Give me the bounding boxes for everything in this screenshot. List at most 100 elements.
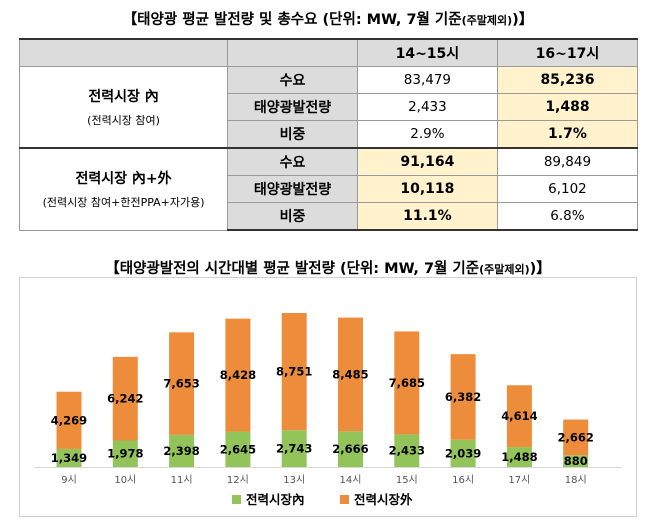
header-empty-cell	[227, 38, 358, 67]
row-label: 수요	[227, 66, 358, 94]
table-row: 태양광발전량 2,433 1,488	[20, 93, 639, 121]
table-row: 비중 2.9% 1.7%	[20, 120, 639, 149]
legend-swatch	[340, 495, 349, 504]
data-label: 8,485	[332, 367, 368, 381]
data-label: 7,685	[389, 376, 425, 390]
row-label: 비중	[227, 202, 358, 231]
group-label-market-in: 전력시장 內 (전력시장 참여)	[18, 66, 229, 149]
x-tick-label: 18시	[565, 474, 587, 486]
data-label: 1,488	[501, 450, 537, 464]
data-label: 8,428	[220, 368, 256, 382]
data-label: 2,666	[332, 442, 368, 456]
legend-swatch	[232, 495, 241, 504]
x-tick-label: 12시	[227, 474, 249, 486]
data-label: 2,433	[389, 444, 425, 458]
bar-segment-market-in	[338, 431, 363, 467]
data-label: 1,978	[107, 447, 143, 461]
data-label: 2,039	[445, 446, 481, 460]
x-tick-label: 9시	[61, 474, 77, 486]
chart-title-note: (주말제외)	[479, 263, 530, 276]
data-label: 6,242	[107, 392, 143, 406]
table-cell: 83,479	[356, 66, 498, 94]
bar-segment-market-in	[169, 434, 195, 467]
table-title-close: )】	[512, 12, 534, 28]
bar-segment-market-out	[169, 332, 195, 435]
bar-segment-market-in	[225, 431, 251, 467]
data-label: 8,751	[276, 365, 312, 379]
header-empty-cell	[18, 38, 229, 67]
chart-title: 【태양광발전의 시간대별 평균 발전량 (단위: MW, 7월 기준(주말제외)…	[0, 257, 656, 278]
x-tick-label: 11시	[171, 474, 193, 486]
x-tick-label: 14시	[340, 474, 362, 486]
chart-title-close: )】	[529, 261, 551, 277]
table-row: 전력시장 內 (전력시장 참여) 수요 83,479 85,236	[18, 66, 639, 149]
group-sub: (전력시장 참여+한전PPA+자가용)	[42, 196, 205, 210]
group-sub: (전력시장 참여)	[87, 114, 160, 127]
table-cell-highlight: 1.7%	[496, 120, 639, 149]
table-cell: 6,102	[496, 175, 639, 203]
row-label: 태양광발전량	[227, 93, 358, 121]
col-header-1: 14~15시	[356, 38, 498, 67]
chart-title-main: 【태양광발전의 시간대별 평균 발전량 (단위: MW, 7월 기준	[105, 261, 480, 277]
group-label-market-in-out: 전력시장 內+外 (전력시장 참여+한전PPA+자가용)	[18, 147, 229, 231]
group-name: 전력시장 內+外	[75, 171, 172, 188]
table-cell: 89,849	[496, 147, 639, 176]
row-label: 비중	[227, 120, 358, 149]
table-cell-highlight: 11.1%	[356, 202, 498, 231]
table-row: 전력시장 內+外 (전력시장 참여+한전PPA+자가용) 수요 91,164 8…	[18, 147, 639, 231]
bar-segment-market-in	[506, 447, 532, 467]
row-label: 태양광발전량	[227, 175, 358, 203]
bar-segment-market-in	[450, 439, 476, 467]
bar-segment-market-out	[394, 331, 420, 435]
table-header-row: 14~15시 16~17시	[18, 38, 639, 67]
bar-segment-market-out	[112, 356, 138, 441]
row-label: 수요	[227, 147, 358, 176]
bar-segment-market-in	[56, 448, 82, 467]
bar-segment-market-out	[338, 317, 363, 432]
bar-segment-market-out	[225, 318, 251, 432]
table-title: 【태양광 평균 발전량 및 총수요 (단위: MW, 7월 기준(주말제외))】	[0, 8, 656, 29]
table-title-main: 【태양광 평균 발전량 및 총수요 (단위: MW, 7월 기준	[122, 12, 462, 28]
stacked-bar-chart: 1,349 4,269 9시 1,978 6,242 10시 2,398 7,653 11시 2,…	[34, 313, 622, 507]
table-cell-highlight: 1,488	[496, 93, 639, 121]
table-row: 태양광발전량 10,118 6,102	[20, 175, 639, 203]
table-cell-highlight: 10,118	[356, 175, 498, 203]
table-cell-highlight: 91,164	[356, 147, 498, 176]
bar-segment-market-in	[394, 434, 420, 467]
legend-label: 전력시장外	[354, 492, 413, 507]
data-label: 4,269	[51, 413, 87, 427]
data-label: 2,398	[163, 444, 199, 458]
x-tick-label: 13시	[283, 474, 305, 486]
data-label: 6,382	[445, 390, 481, 404]
bar-segment-market-in	[112, 440, 138, 467]
x-tick-label: 10시	[114, 474, 136, 486]
data-label: 4,614	[501, 409, 537, 423]
table-cell-highlight: 85,236	[496, 66, 639, 94]
bar-segment-market-in	[281, 430, 307, 467]
x-tick-label: 15시	[396, 474, 418, 486]
table-cell: 2.9%	[356, 120, 498, 149]
bar-segment-market-out	[563, 419, 589, 456]
bar-segment-market-out	[450, 354, 476, 440]
data-label: 880	[564, 454, 588, 468]
table-cell: 2,433	[356, 93, 498, 121]
table-cell: 6.8%	[496, 202, 639, 231]
data-label: 2,662	[558, 430, 594, 444]
data-label: 2,645	[220, 442, 256, 456]
bar-segment-market-out	[506, 385, 532, 448]
data-label: 1,349	[51, 451, 87, 465]
x-tick-label: 16시	[452, 474, 474, 486]
data-label: 2,743	[276, 442, 312, 456]
table-row: 비중 11.1% 6.8%	[20, 202, 639, 231]
data-label: 7,653	[163, 377, 199, 391]
col-header-2: 16~17시	[496, 38, 639, 67]
bar-segment-market-in	[563, 455, 589, 467]
bar-segment-market-out	[56, 391, 82, 449]
legend-label: 전력시장內	[246, 492, 305, 507]
summary-table: 14~15시 16~17시 전력시장 內 (전력시장 참여) 수요 83,479…	[18, 38, 639, 231]
x-tick-label: 17시	[508, 474, 530, 486]
chart-area: 1,349 4,269 9시 1,978 6,242 10시 2,398 7,653 11시 2,…	[19, 277, 637, 517]
group-name: 전력시장 內	[88, 89, 159, 105]
bar-segment-market-out	[281, 313, 307, 431]
table-title-note: (주말제외)	[461, 14, 513, 27]
